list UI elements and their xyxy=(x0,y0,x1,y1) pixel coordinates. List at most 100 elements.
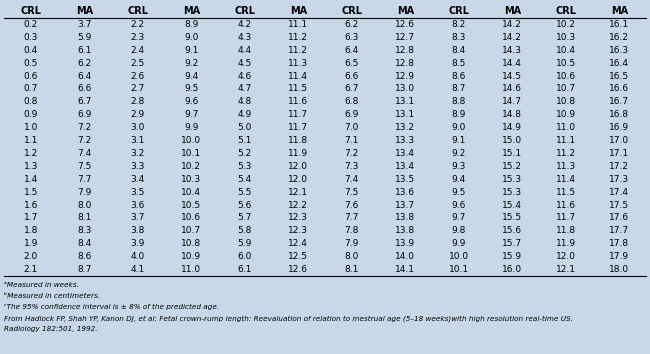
Text: CRL: CRL xyxy=(448,6,469,16)
Text: 7.9: 7.9 xyxy=(344,239,359,248)
Text: 13.1: 13.1 xyxy=(395,97,415,106)
Text: MA: MA xyxy=(611,6,628,16)
Text: 9.4: 9.4 xyxy=(452,175,466,184)
Text: 0.6: 0.6 xyxy=(23,72,38,81)
Text: 16.9: 16.9 xyxy=(609,123,629,132)
Text: 10.0: 10.0 xyxy=(448,252,469,261)
Text: 12.1: 12.1 xyxy=(288,188,308,197)
Text: 16.5: 16.5 xyxy=(609,72,629,81)
Text: 10.8: 10.8 xyxy=(556,97,576,106)
Text: 10.2: 10.2 xyxy=(181,162,202,171)
Text: 15.2: 15.2 xyxy=(502,162,522,171)
Text: 9.1: 9.1 xyxy=(452,136,466,145)
Text: 12.3: 12.3 xyxy=(288,213,308,222)
Text: 5.8: 5.8 xyxy=(237,226,252,235)
Text: 0.9: 0.9 xyxy=(23,110,38,119)
Text: 7.0: 7.0 xyxy=(344,123,359,132)
Text: 1.1: 1.1 xyxy=(23,136,38,145)
Text: 5.7: 5.7 xyxy=(237,213,252,222)
Text: CRL: CRL xyxy=(341,6,362,16)
Text: 9.1: 9.1 xyxy=(184,46,198,55)
Text: 10.6: 10.6 xyxy=(556,72,576,81)
Text: 2.9: 2.9 xyxy=(131,110,145,119)
Text: 8.6: 8.6 xyxy=(77,252,92,261)
Text: 6.2: 6.2 xyxy=(77,59,92,68)
Text: 4.4: 4.4 xyxy=(238,46,252,55)
Text: 12.0: 12.0 xyxy=(288,162,308,171)
Text: 11.6: 11.6 xyxy=(556,201,576,210)
Text: 13.4: 13.4 xyxy=(395,162,415,171)
Text: 8.7: 8.7 xyxy=(452,85,466,93)
Text: 6.5: 6.5 xyxy=(344,59,359,68)
Text: 5.5: 5.5 xyxy=(237,188,252,197)
Text: 17.1: 17.1 xyxy=(609,149,629,158)
Text: 15.7: 15.7 xyxy=(502,239,523,248)
Text: 11.0: 11.0 xyxy=(556,123,576,132)
Text: 10.1: 10.1 xyxy=(448,265,469,274)
Text: MA: MA xyxy=(504,6,521,16)
Text: 12.0: 12.0 xyxy=(556,252,576,261)
Text: 3.2: 3.2 xyxy=(131,149,145,158)
Text: 11.7: 11.7 xyxy=(556,213,576,222)
Text: 17.7: 17.7 xyxy=(609,226,629,235)
Text: 13.2: 13.2 xyxy=(395,123,415,132)
Text: 8.0: 8.0 xyxy=(344,252,359,261)
Text: 6.4: 6.4 xyxy=(77,72,92,81)
Text: 5.9: 5.9 xyxy=(237,239,252,248)
Text: 8.9: 8.9 xyxy=(452,110,466,119)
Text: 10.5: 10.5 xyxy=(181,201,202,210)
Text: 1.8: 1.8 xyxy=(23,226,38,235)
Text: 8.7: 8.7 xyxy=(77,265,92,274)
Text: 16.8: 16.8 xyxy=(609,110,629,119)
Text: 7.1: 7.1 xyxy=(344,136,359,145)
Text: 15.1: 15.1 xyxy=(502,149,523,158)
Text: 2.3: 2.3 xyxy=(131,33,145,42)
Text: 14.4: 14.4 xyxy=(502,59,522,68)
Text: 11.7: 11.7 xyxy=(288,123,308,132)
Text: 10.5: 10.5 xyxy=(556,59,576,68)
Text: ᵇMeasured in centimeters.: ᵇMeasured in centimeters. xyxy=(4,293,100,299)
Text: 1.4: 1.4 xyxy=(23,175,38,184)
Text: 7.6: 7.6 xyxy=(344,201,359,210)
Text: 11.1: 11.1 xyxy=(556,136,576,145)
Text: 0.8: 0.8 xyxy=(23,97,38,106)
Text: 7.2: 7.2 xyxy=(344,149,359,158)
Text: 14.2: 14.2 xyxy=(502,33,522,42)
Text: 12.2: 12.2 xyxy=(289,201,308,210)
Text: 10.2: 10.2 xyxy=(556,20,576,29)
Text: 7.4: 7.4 xyxy=(77,149,92,158)
Text: 11.3: 11.3 xyxy=(556,162,576,171)
Text: 14.9: 14.9 xyxy=(502,123,522,132)
Text: 6.1: 6.1 xyxy=(237,265,252,274)
Text: 11.9: 11.9 xyxy=(556,239,576,248)
Text: 4.0: 4.0 xyxy=(131,252,145,261)
Text: 11.2: 11.2 xyxy=(288,33,308,42)
Text: 14.7: 14.7 xyxy=(502,97,522,106)
Text: 5.0: 5.0 xyxy=(237,123,252,132)
Text: 6.6: 6.6 xyxy=(77,85,92,93)
Text: 5.4: 5.4 xyxy=(238,175,252,184)
Text: 2.4: 2.4 xyxy=(131,46,145,55)
Text: 10.3: 10.3 xyxy=(181,175,202,184)
Text: 11.2: 11.2 xyxy=(556,149,576,158)
Text: 1.7: 1.7 xyxy=(23,213,38,222)
Text: 9.7: 9.7 xyxy=(452,213,466,222)
Text: 8.2: 8.2 xyxy=(452,20,466,29)
Text: 5.6: 5.6 xyxy=(237,201,252,210)
Text: 13.1: 13.1 xyxy=(395,110,415,119)
Text: 0.7: 0.7 xyxy=(23,85,38,93)
Text: 7.8: 7.8 xyxy=(344,226,359,235)
Text: 2.5: 2.5 xyxy=(131,59,145,68)
Text: 9.5: 9.5 xyxy=(452,188,466,197)
Text: 14.1: 14.1 xyxy=(395,265,415,274)
Text: 12.8: 12.8 xyxy=(395,59,415,68)
Text: 7.2: 7.2 xyxy=(77,123,92,132)
Text: 12.1: 12.1 xyxy=(556,265,576,274)
Text: CRL: CRL xyxy=(127,6,148,16)
Text: 13.6: 13.6 xyxy=(395,188,415,197)
Text: 17.2: 17.2 xyxy=(609,162,629,171)
Text: 2.0: 2.0 xyxy=(23,252,38,261)
Text: 16.1: 16.1 xyxy=(609,20,629,29)
Text: 13.9: 13.9 xyxy=(395,239,415,248)
Text: 12.6: 12.6 xyxy=(395,20,415,29)
